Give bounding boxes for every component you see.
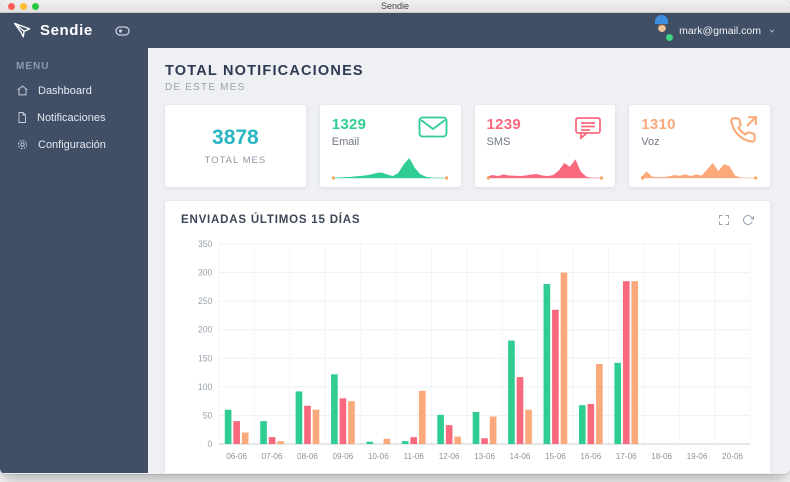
stat-card-email: 1329 Email [319, 105, 461, 187]
svg-text:20-06: 20-06 [722, 451, 743, 461]
svg-text:16-06: 16-06 [580, 451, 601, 461]
file-icon [16, 111, 28, 124]
chart-panel-title: ENVIADAS ÚLTIMOS 15 DÍAS [181, 214, 361, 226]
sidebar-menu: Dashboard Notificaciones Configuración [0, 77, 148, 158]
card-value: 1239 [486, 116, 522, 133]
minimize-window-button[interactable] [20, 3, 27, 10]
svg-text:10-06: 10-06 [368, 451, 389, 461]
home-icon [16, 84, 29, 97]
svg-text:13-06: 13-06 [474, 451, 495, 461]
envelope-icon [418, 116, 448, 143]
online-status-dot [666, 34, 674, 41]
sidebar-item-notificaciones[interactable]: Notificaciones [0, 104, 148, 131]
window-controls [8, 3, 39, 10]
card-label: SMS [486, 136, 511, 148]
svg-text:18-06: 18-06 [651, 451, 672, 461]
svg-text:0: 0 [208, 439, 213, 449]
page-title: TOTAL NOTIFICACIONES [165, 63, 364, 79]
sidebar-item-label: Notificaciones [37, 111, 106, 124]
svg-text:15-06: 15-06 [545, 451, 566, 461]
sidebar-item-configuracion[interactable]: Configuración [0, 131, 148, 158]
svg-text:12-06: 12-06 [439, 451, 460, 461]
zoom-window-button[interactable] [32, 3, 39, 10]
svg-text:100: 100 [198, 382, 212, 392]
window-title: Sendie [380, 1, 410, 11]
svg-text:50: 50 [203, 410, 213, 420]
stat-card-voz: 1310 Voz [629, 105, 770, 187]
page-subtitle: DE ESTE MES [165, 82, 246, 93]
svg-text:19-06: 19-06 [687, 451, 708, 461]
sparkline-voz [641, 163, 758, 180]
paper-plane-icon [13, 21, 32, 40]
user-email: mark@gmail.com [679, 24, 761, 37]
sidebar-item-dashboard[interactable]: Dashboard [0, 77, 148, 104]
card-label: Email [331, 136, 360, 148]
svg-text:17-06: 17-06 [616, 451, 637, 461]
svg-text:250: 250 [198, 296, 212, 306]
menu-section-label: MENU [16, 61, 50, 72]
avatar [651, 15, 674, 41]
sparkline-email [331, 158, 448, 180]
sidebar: MENU Dashboard Notificaciones Configuració… [0, 48, 148, 473]
bar-chart: 0 50 100 150 200 250 300 350 06-06 07-06 08-06 09-0… [198, 239, 751, 461]
gear-icon [16, 138, 29, 151]
phone-outgoing-icon [729, 116, 757, 149]
topbar: Sendie mark@gmail.com [0, 13, 790, 48]
page-heading: TOTAL NOTIFICACIONES DE ESTE MES [165, 63, 770, 93]
svg-text:06-06: 06-06 [226, 451, 247, 461]
svg-text:07-06: 07-06 [262, 451, 283, 461]
svg-text:14-06: 14-06 [510, 451, 531, 461]
stat-card-total-mes: 3878 TOTAL MES [165, 105, 306, 187]
brand: Sendie [0, 21, 148, 40]
svg-text:08-06: 08-06 [297, 451, 318, 461]
user-menu[interactable]: mark@gmail.com [651, 15, 790, 41]
svg-text:09-06: 09-06 [332, 451, 353, 461]
chevron-down-icon [768, 28, 776, 34]
sidebar-item-label: Dashboard [38, 84, 92, 97]
card-value: 1329 [331, 116, 367, 133]
brand-name: Sendie [40, 22, 93, 39]
svg-text:11-06: 11-06 [404, 451, 425, 461]
expand-icon[interactable] [718, 214, 730, 226]
refresh-icon[interactable] [742, 214, 754, 226]
macos-titlebar: Sendie [0, 0, 790, 13]
card-label: Voz [641, 136, 660, 148]
chart-panel: ENVIADAS ÚLTIMOS 15 DÍAS [165, 201, 770, 473]
sidebar-item-label: Configuración [38, 138, 106, 151]
card-value: 3878 [212, 126, 259, 149]
main-content: TOTAL NOTIFICACIONES DE ESTE MES 3878 TOT… [148, 48, 790, 473]
card-value: 1310 [641, 116, 676, 133]
stat-cards-row: 3878 TOTAL MES 1329 Email 1239 SMS 1310 Voz [165, 105, 770, 187]
chat-bubble-icon [574, 116, 602, 145]
svg-text:300: 300 [198, 267, 212, 277]
svg-text:200: 200 [198, 325, 212, 335]
svg-text:350: 350 [198, 239, 212, 249]
card-label: TOTAL MES [204, 155, 267, 166]
stat-card-sms: 1239 SMS [474, 105, 616, 187]
close-window-button[interactable] [8, 3, 15, 10]
svg-text:150: 150 [198, 353, 212, 363]
sidebar-toggle-icon[interactable] [115, 25, 130, 36]
sparkline-sms [486, 159, 603, 180]
